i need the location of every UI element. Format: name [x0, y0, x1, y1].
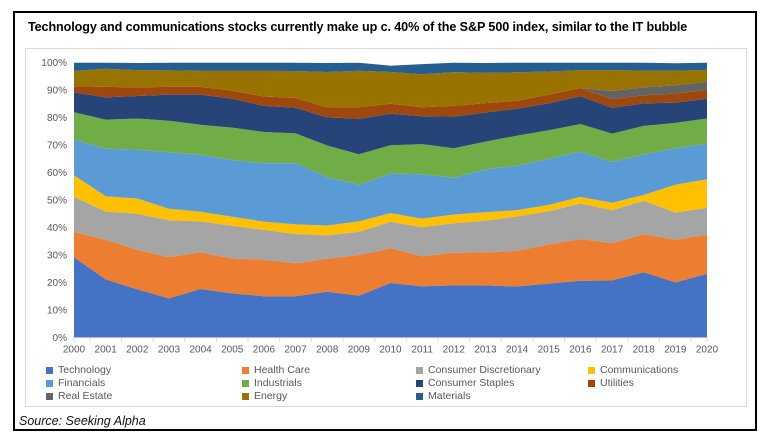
chart-frame: 0% 10% 20% 30% 40% 50% 60% 70% 80% 90% 100% 2000 200…	[25, 48, 747, 407]
area-industrials	[74, 112, 707, 185]
area-communications	[74, 175, 707, 236]
legend-item-financials: Financials	[46, 378, 242, 389]
legend-swatch-icon	[416, 367, 423, 374]
y-axis-tick-label: 60%	[47, 168, 67, 179]
legend-item-consumer-staples: Consumer Staples	[416, 378, 588, 389]
x-axis-tick-label: 2002	[126, 345, 149, 356]
legend-label: Communications	[600, 364, 679, 376]
legend-item-energy: Energy	[242, 391, 416, 402]
area-technology	[74, 257, 707, 338]
legend-label: Consumer Staples	[428, 377, 515, 389]
area-consumer-staples	[74, 92, 707, 155]
stacked-area-chart: 0% 10% 20% 30% 40% 50% 60% 70% 80% 90% 100% 2000 200…	[41, 58, 719, 356]
legend-swatch-icon	[46, 393, 53, 400]
x-axis-tick-label: 2001	[95, 345, 118, 356]
chart-legend: Technology Health Care Consumer Discretion…	[46, 364, 742, 403]
legend-item-communications: Communications	[588, 365, 742, 376]
y-axis-tick-label: 90%	[47, 86, 67, 97]
legend-swatch-icon	[416, 380, 423, 387]
legend-item-consumer-discretionary: Consumer Discretionary	[416, 365, 588, 376]
page-title: Technology and communications stocks cur…	[28, 20, 688, 34]
x-axis-tick-label: 2005	[221, 345, 244, 356]
legend-swatch-icon	[242, 393, 249, 400]
legend-item-materials: Materials	[416, 391, 588, 402]
y-axis-tick-label: 100%	[41, 58, 67, 69]
legend-swatch-icon	[46, 367, 53, 374]
legend-swatch-icon	[588, 367, 595, 374]
legend-swatch-icon	[46, 380, 53, 387]
x-axis-tick-label: 2012	[443, 345, 466, 356]
y-axis-tick-label: 40%	[47, 223, 67, 234]
x-axis-tick-label: 2015	[538, 345, 561, 356]
x-axis-tick-label: 2020	[696, 345, 719, 356]
area-health-care	[74, 231, 707, 299]
x-axis-tick-label: 2018	[633, 345, 656, 356]
legend-item-health-care: Health Care	[242, 365, 416, 376]
legend-item-utilities: Utilities	[588, 378, 742, 389]
area-financials	[74, 139, 707, 226]
x-axis-tick-label: 2016	[569, 345, 592, 356]
legend-swatch-icon	[588, 380, 595, 387]
x-axis-tick-label: 2017	[601, 345, 624, 356]
legend-item-real-estate: Real Estate	[46, 391, 242, 402]
y-axis-tick-label: 70%	[47, 141, 67, 152]
legend-label: Consumer Discretionary	[428, 364, 541, 376]
x-axis-tick-label: 2006	[253, 345, 276, 356]
legend-swatch-icon	[242, 380, 249, 387]
x-axis-tick-label: 2009	[348, 345, 371, 356]
legend-label: Materials	[428, 390, 471, 402]
x-axis-tick-label: 2014	[506, 345, 529, 356]
legend-label: Industrials	[254, 377, 302, 389]
area-consumer-discretionary	[74, 196, 707, 264]
source-caption: Source: Seeking Alpha	[19, 414, 146, 428]
x-axis-tick-label: 2019	[664, 345, 687, 356]
x-axis-tick-label: 2013	[474, 345, 497, 356]
legend-item-industrials: Industrials	[242, 378, 416, 389]
x-axis-tick-label: 2011	[411, 345, 433, 356]
legend-label: Health Care	[254, 364, 311, 376]
legend-label: Energy	[254, 390, 288, 402]
x-axis-tick-label: 2004	[189, 345, 212, 356]
legend-label: Financials	[58, 377, 106, 389]
area-materials	[74, 62, 707, 75]
y-axis-tick-label: 50%	[47, 196, 67, 207]
y-axis-tick-label: 30%	[47, 251, 67, 262]
y-axis-tick-label: 10%	[47, 306, 67, 317]
legend-item-technology: Technology	[46, 365, 242, 376]
x-axis-tick-label: 2008	[316, 345, 339, 356]
legend-label: Technology	[58, 364, 112, 376]
legend-label: Utilities	[600, 377, 634, 389]
x-axis-tick-label: 2010	[379, 345, 402, 356]
area-energy	[74, 68, 707, 108]
x-axis-tick-label: 2003	[158, 345, 181, 356]
legend-swatch-icon	[416, 393, 423, 400]
legend-swatch-icon	[242, 367, 249, 374]
x-axis-tick-label: 2000	[63, 345, 86, 356]
y-axis-tick-label: 20%	[47, 278, 67, 289]
y-axis-tick-label: 0%	[53, 333, 68, 344]
legend-label: Real Estate	[58, 390, 113, 402]
y-axis-tick-label: 80%	[47, 113, 67, 124]
area-utilities	[74, 86, 707, 119]
x-axis-tick-label: 2007	[284, 345, 307, 356]
outer-frame: Technology and communications stocks cur…	[13, 11, 757, 431]
